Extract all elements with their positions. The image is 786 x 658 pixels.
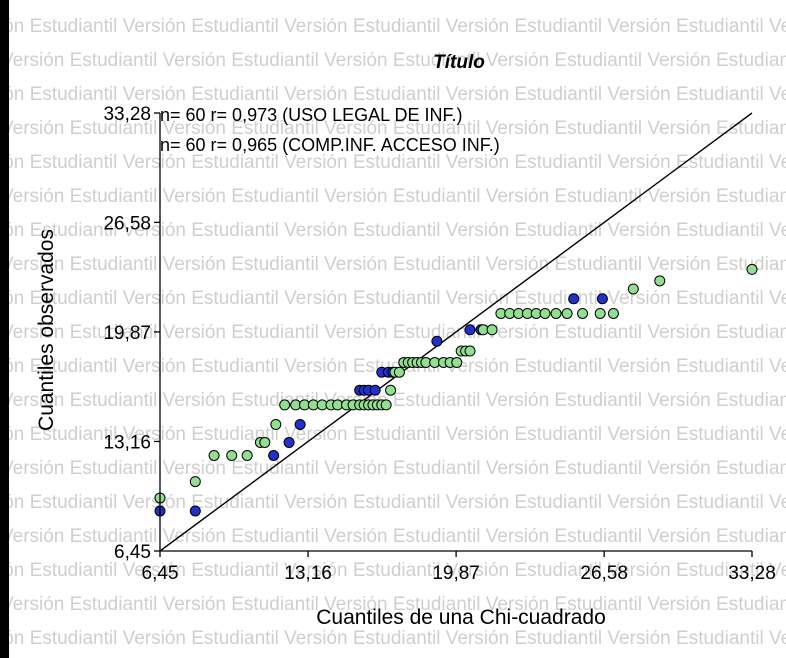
point-uso-legal <box>568 293 580 305</box>
point-comp-inf <box>385 384 397 396</box>
point-comp-inf <box>259 436 271 448</box>
point-uso-legal <box>369 384 381 396</box>
y-tick-label: 13,16 <box>103 432 151 453</box>
watermark-row: Versión Estudiantil Versión Estudiantil … <box>9 458 786 479</box>
point-comp-inf <box>486 324 498 336</box>
watermark-row: Versión Estudiantil Versión Estudiantil … <box>9 254 786 275</box>
watermark-row: Versión Estudiantil Versión Estudiantil … <box>9 220 786 241</box>
y-axis-title: Cuantiles observados <box>35 229 58 431</box>
point-comp-inf <box>451 356 463 368</box>
x-tick-label: 6,45 <box>142 563 179 584</box>
student-version-watermark: Versión Estudiantil Versión Estudiantil … <box>9 0 786 658</box>
point-comp-inf <box>208 449 220 461</box>
point-uso-legal <box>464 324 476 336</box>
watermark-row: Versión Estudiantil Versión Estudiantil … <box>9 322 786 343</box>
x-tick-label: 13,16 <box>284 563 332 584</box>
point-comp-inf <box>189 476 201 488</box>
point-uso-legal <box>268 449 280 461</box>
plot-area <box>154 112 758 552</box>
stat-annotation-uso-legal: n= 60 r= 0,973 (USO LEGAL DE INF.) <box>160 105 462 125</box>
point-comp-inf <box>577 307 589 319</box>
watermark-row: Versión Estudiantil Versión Estudiantil … <box>9 526 786 547</box>
point-comp-inf <box>746 263 758 275</box>
point-comp-inf <box>594 307 606 319</box>
watermark-row: Versión Estudiantil Versión Estudiantil … <box>9 594 786 615</box>
y-tick-label: 26,58 <box>103 213 151 234</box>
point-comp-inf <box>279 399 291 411</box>
point-comp-inf <box>607 307 619 319</box>
point-comp-inf <box>241 449 253 461</box>
stat-annotation-comp-inf: n= 60 r= 0,965 (COMP.INF. ACCESO INF.) <box>160 135 500 155</box>
chart-title: Título <box>433 52 485 73</box>
point-uso-legal <box>283 436 295 448</box>
watermark-row: Versión Estudiantil Versión Estudiantil … <box>9 492 786 513</box>
x-axis-title: Cuantiles de una Chi-cuadrado <box>316 606 606 629</box>
point-comp-inf <box>464 345 476 357</box>
watermark-row: Versión Estudiantil Versión Estudiantil … <box>9 152 786 173</box>
watermark-row: Versión Estudiantil Versión Estudiantil … <box>9 16 786 37</box>
watermark-row: Versión Estudiantil Versión Estudiantil … <box>9 288 786 309</box>
y-tick-label: 6,45 <box>114 542 151 563</box>
point-uso-legal <box>596 293 608 305</box>
y-tick-label: 19,87 <box>103 323 151 344</box>
watermark-row: Versión Estudiantil Versión Estudiantil … <box>9 628 786 649</box>
watermark-row: Versión Estudiantil Versión Estudiantil … <box>9 84 786 105</box>
point-uso-legal <box>431 335 443 347</box>
point-comp-inf <box>539 307 551 319</box>
reference-line <box>159 112 753 552</box>
axes: 6,45 13,16 19,87 26,58 33,28 6,45 13,16 19,87 26… <box>103 104 775 584</box>
point-comp-inf <box>550 307 562 319</box>
point-comp-inf <box>393 366 405 378</box>
point-comp-inf <box>627 283 639 295</box>
watermark-row: Versión Estudiantil Versión Estudiantil … <box>9 356 786 377</box>
watermark-row: Versión Estudiantil Versión Estudiantil … <box>9 50 786 71</box>
point-comp-inf <box>380 399 392 411</box>
point-uso-legal <box>189 505 201 517</box>
watermark-row: Versión Estudiantil Versión Estudiantil … <box>9 424 786 445</box>
x-tick-label: 33,28 <box>728 563 776 584</box>
x-tick-label: 26,58 <box>580 563 628 584</box>
point-comp-inf <box>270 418 282 430</box>
watermark-row: Versión Estudiantil Versión Estudiantil … <box>9 186 786 207</box>
point-uso-legal <box>294 418 306 430</box>
point-comp-inf <box>561 307 573 319</box>
x-tick-label: 19,87 <box>432 563 480 584</box>
watermark-row: Versión Estudiantil Versión Estudiantil … <box>9 118 786 139</box>
y-tick-label: 33,28 <box>103 104 151 125</box>
point-comp-inf <box>226 449 238 461</box>
watermark-row: Versión Estudiantil Versión Estudiantil … <box>9 560 786 581</box>
point-comp-inf <box>654 275 666 287</box>
watermark-row: Versión Estudiantil Versión Estudiantil … <box>9 390 786 411</box>
